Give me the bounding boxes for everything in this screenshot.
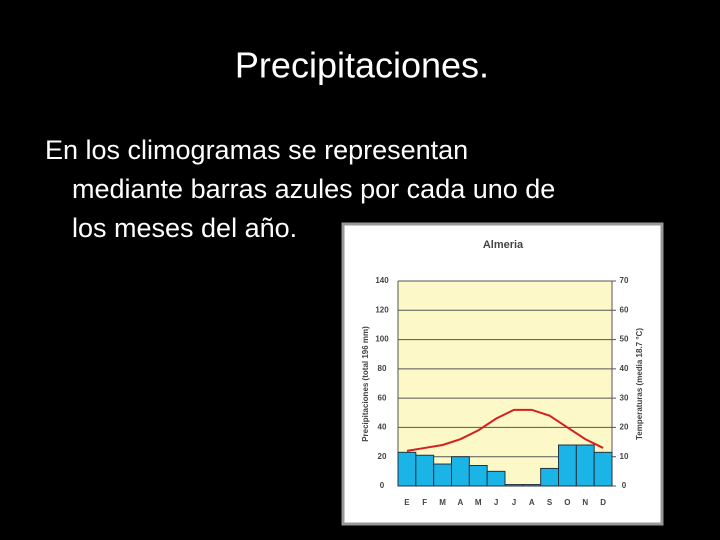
bar: [486, 470, 506, 487]
temperature-line: [406, 408, 604, 452]
x-tick-label: O: [564, 498, 570, 507]
y2-tick-label: 50: [620, 335, 629, 344]
x-tick-label: M: [475, 498, 482, 507]
y-tick-label: 80: [378, 364, 387, 373]
bar: [451, 456, 470, 487]
bar: [540, 467, 560, 487]
bar: [397, 451, 417, 487]
bar: [468, 465, 488, 487]
bar: [415, 454, 435, 487]
y2-tick-label: 30: [620, 393, 629, 402]
bar: [433, 463, 452, 487]
x-tick-label: D: [600, 498, 606, 507]
y2-tick-label: 0: [622, 481, 627, 490]
y-tick-label: 140: [375, 276, 389, 285]
y2-tick-label: 60: [620, 305, 629, 314]
x-tick-label: J: [494, 498, 498, 507]
y-tick-label: 0: [380, 481, 385, 490]
bar: [522, 484, 542, 487]
chart-title: Almeria: [483, 239, 524, 251]
y2-axis-label: Temperaturas (media 18.7 °C): [635, 328, 644, 440]
x-tick-label: E: [404, 498, 410, 507]
x-tick-label: S: [547, 498, 553, 507]
x-tick-label: F: [422, 498, 427, 507]
y-tick-label: 120: [375, 305, 389, 314]
x-tick-label: M: [439, 498, 446, 507]
slide-title: Precipitaciones.: [235, 45, 489, 86]
y2-tick-label: 70: [620, 276, 629, 285]
bar: [575, 444, 595, 487]
x-tick-label: A: [529, 498, 535, 507]
y-tick-label: 20: [378, 452, 387, 461]
x-tick-label: N: [582, 498, 588, 507]
y2-tick-label: 40: [620, 364, 629, 373]
bar: [504, 484, 524, 487]
bar: [593, 451, 613, 487]
body-line: En los climogramas se representan: [45, 135, 468, 165]
y2-tick-label: 20: [620, 423, 629, 432]
bar: [558, 444, 577, 487]
y-tick-label: 40: [378, 423, 387, 432]
x-tick-label: A: [458, 498, 464, 507]
y-tick-label: 100: [375, 335, 389, 344]
y-axis-label: Precipitaciones (total 196 mm): [361, 326, 370, 442]
y-tick-label: 60: [378, 393, 387, 402]
x-tick-label: J: [512, 498, 516, 507]
body-line: mediante barras azules por cada uno de: [72, 174, 555, 204]
y2-tick-label: 10: [620, 452, 629, 461]
body-line: los meses del año.: [72, 213, 297, 243]
